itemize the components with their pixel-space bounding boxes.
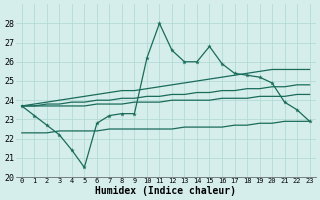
X-axis label: Humidex (Indice chaleur): Humidex (Indice chaleur)	[95, 186, 236, 196]
